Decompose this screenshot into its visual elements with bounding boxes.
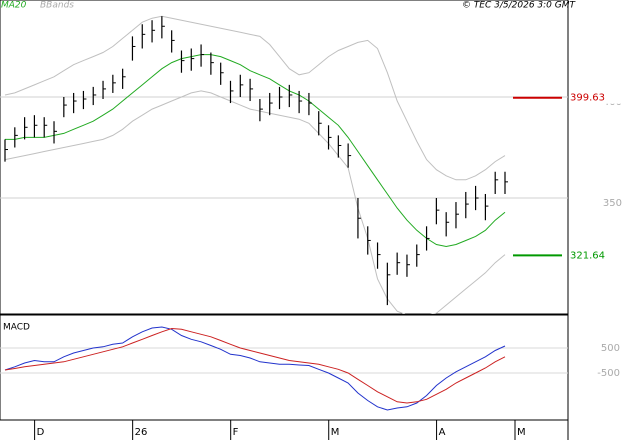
- x-tick-label: M: [331, 427, 340, 438]
- macd-line: [4, 326, 506, 411]
- level-label: 399.63: [570, 93, 605, 104]
- level-label: 321.64: [570, 250, 605, 261]
- legend-ma20: MA20: [1, 1, 27, 11]
- price-panel: [0, 0, 569, 315]
- y-tick-label: 350: [603, 198, 622, 209]
- macd-panel: [0, 314, 569, 421]
- y-tick-label: -500: [597, 368, 620, 379]
- copyright: © TEC 3/5/2026 3:0 GMT: [462, 1, 577, 11]
- macd-line: [4, 327, 506, 404]
- macd-title: MACD: [3, 323, 30, 333]
- level-label-bg: [570, 248, 624, 262]
- x-tick-label: 26: [135, 427, 148, 438]
- bband-lower: [4, 90, 506, 314]
- level-label-bg: [570, 90, 624, 104]
- x-tick-label: M: [517, 427, 526, 438]
- x-tick-label: F: [233, 427, 239, 438]
- x-tick-label: D: [37, 427, 45, 438]
- price-plot: [0, 15, 568, 314]
- legend-bbands: BBands: [40, 1, 74, 11]
- ma20-line: [5, 54, 506, 248]
- macd-plot: [0, 326, 568, 411]
- y-tick-label: 500: [601, 343, 620, 354]
- x-tick-label: A: [439, 427, 446, 438]
- bband-upper: [4, 15, 506, 181]
